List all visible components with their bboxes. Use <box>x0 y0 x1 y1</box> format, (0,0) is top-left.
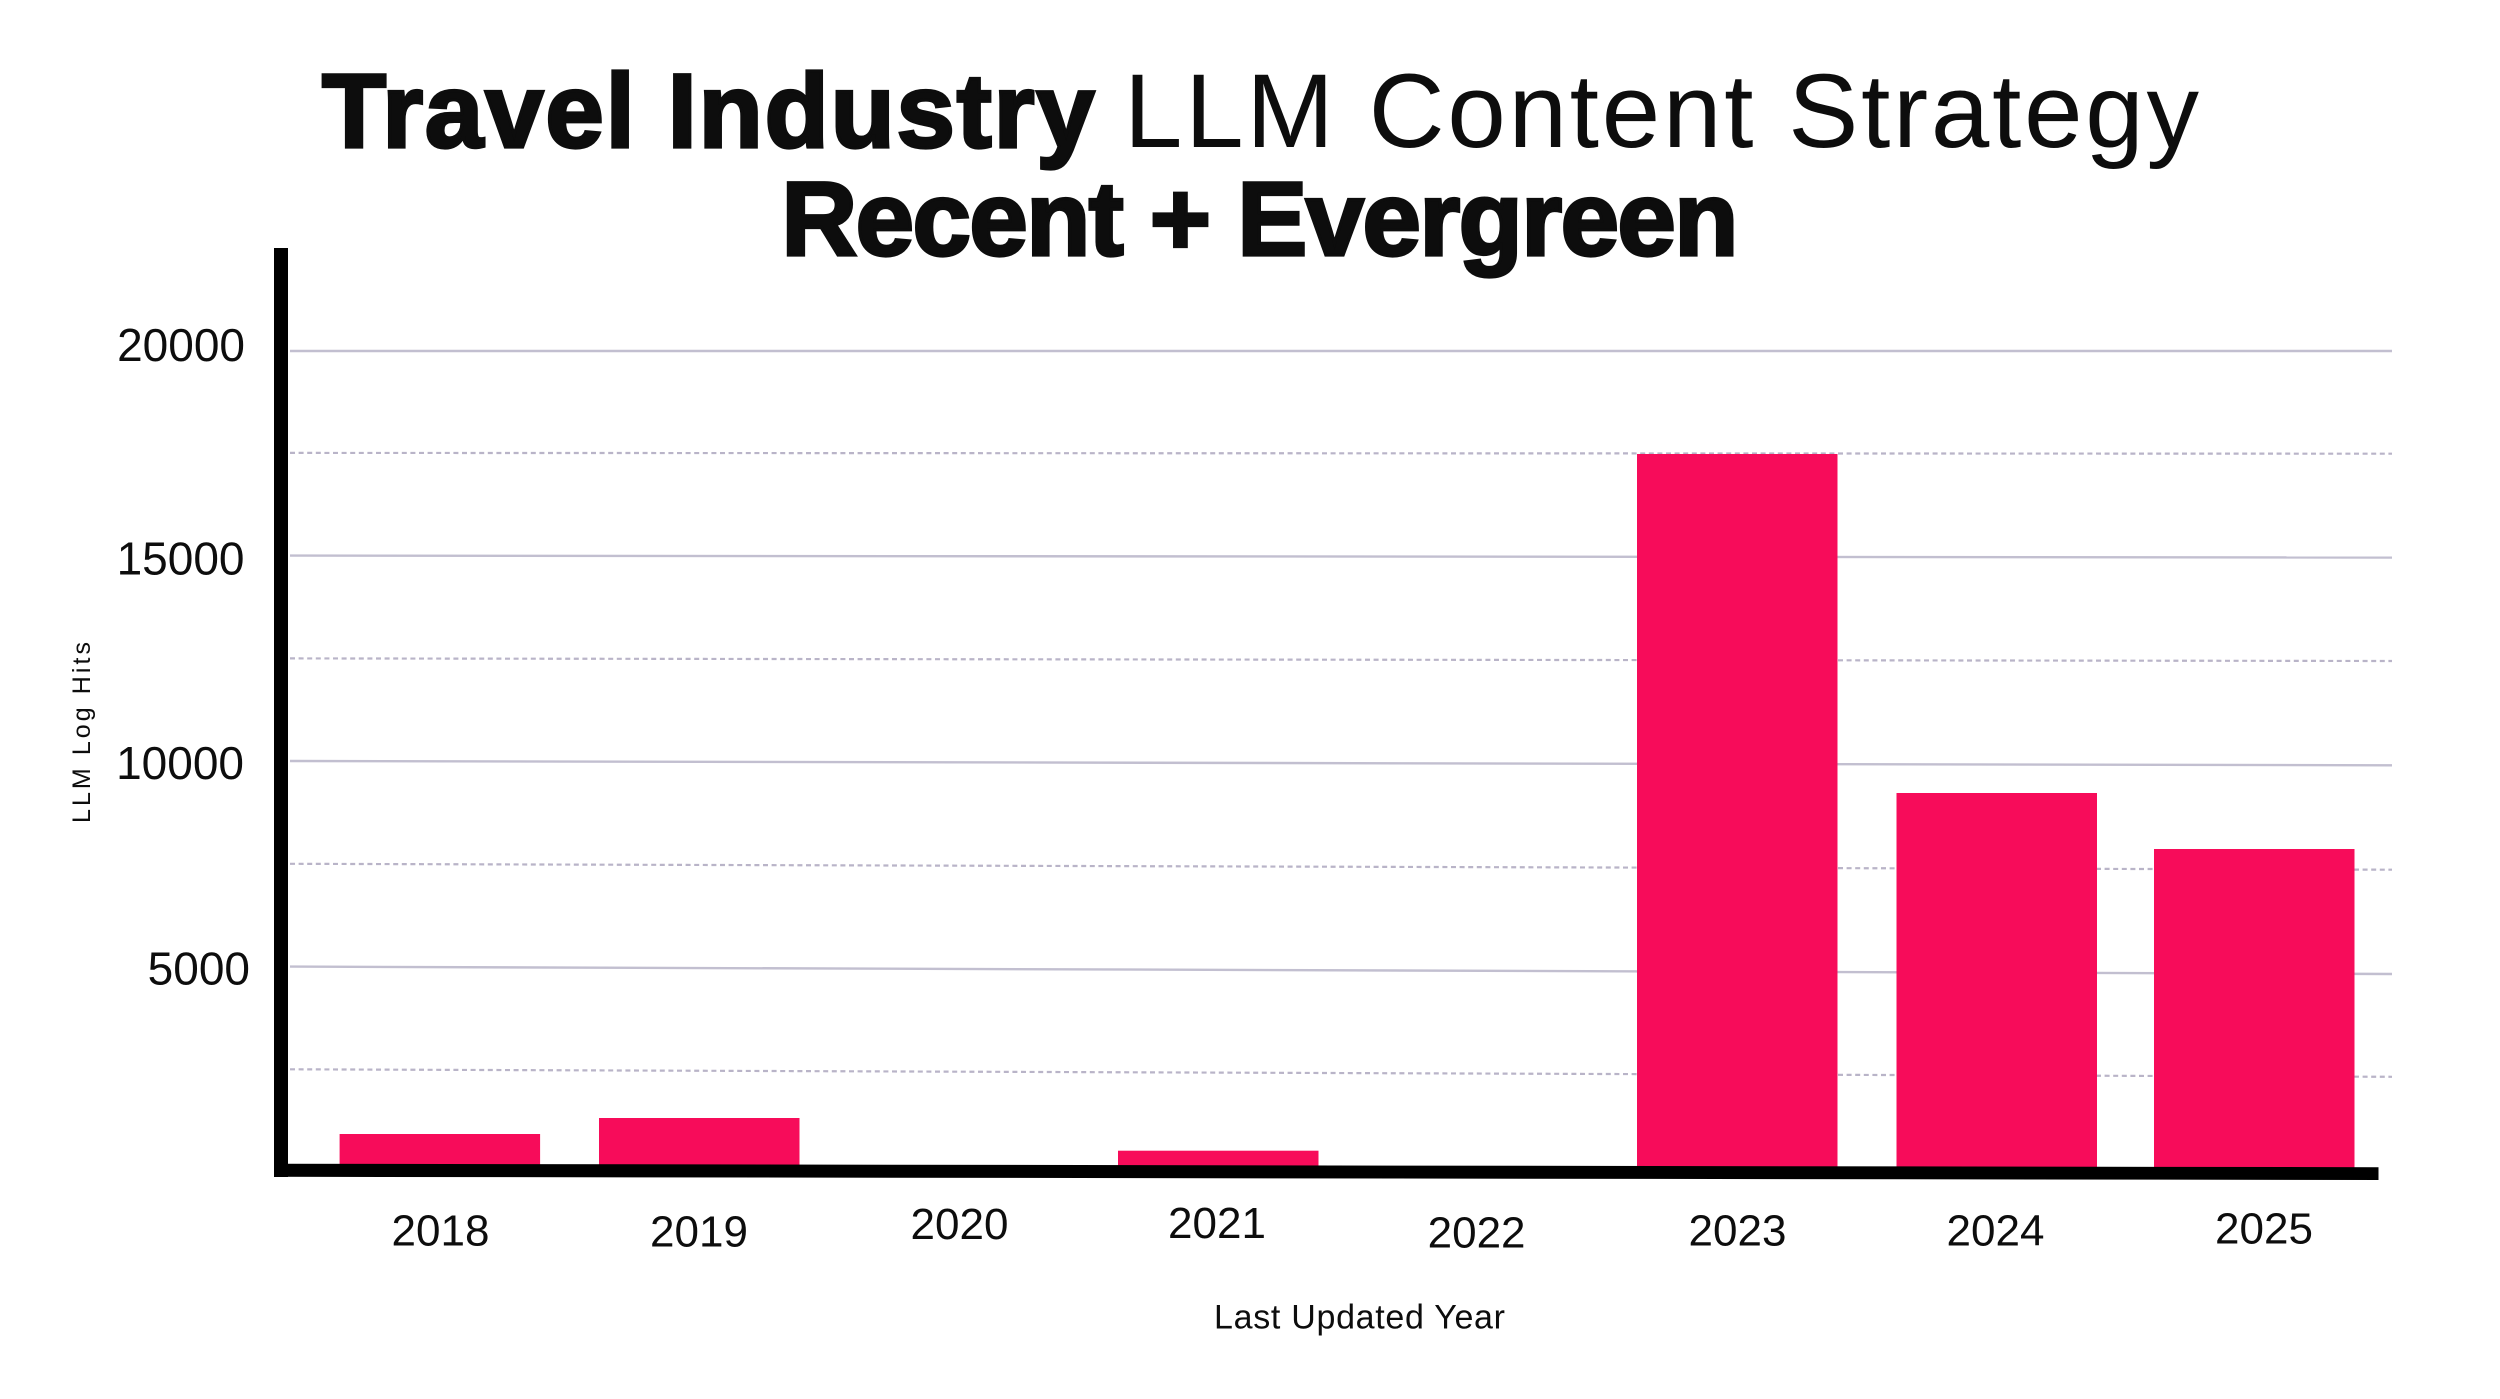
svg-text:2020: 2020 <box>911 1200 1009 1249</box>
svg-text:Last Updated Year: Last Updated Year <box>1214 1299 1505 1337</box>
svg-text:2022: 2022 <box>1428 1208 1526 1257</box>
svg-text:15000: 15000 <box>117 533 245 585</box>
svg-text:5000: 5000 <box>148 943 250 995</box>
svg-text:2023: 2023 <box>1689 1207 1787 1256</box>
svg-text:2024: 2024 <box>1947 1206 2045 1255</box>
svg-text:10000: 10000 <box>116 737 244 789</box>
svg-text:Travel Industry: Travel Industry <box>322 53 1095 170</box>
svg-text:Recent + Evergreen: Recent + Evergreen <box>781 161 1738 278</box>
svg-text:20000: 20000 <box>117 319 245 371</box>
svg-text:LLM Log Hits: LLM Log Hits <box>68 642 96 823</box>
svg-text:2019: 2019 <box>650 1207 748 1256</box>
svg-text:2025: 2025 <box>2215 1204 2313 1253</box>
svg-text:2021: 2021 <box>1168 1199 1266 1248</box>
svg-text:2018: 2018 <box>392 1206 490 1255</box>
